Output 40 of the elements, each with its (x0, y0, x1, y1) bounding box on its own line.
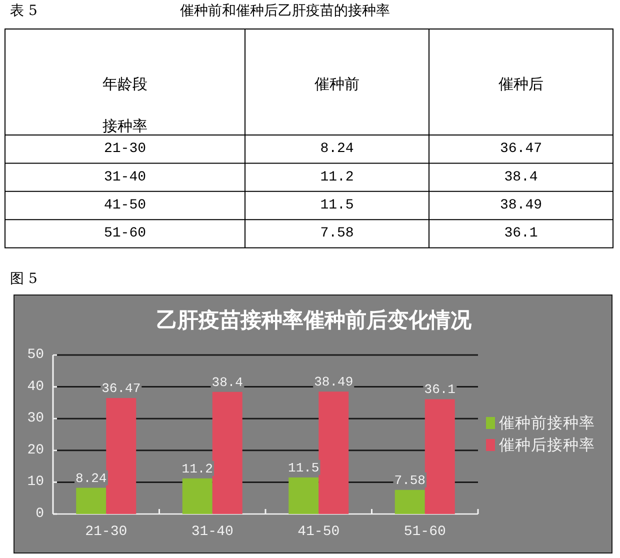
data-label: 38.49 (314, 374, 354, 390)
xtick: 51-60 (404, 524, 446, 540)
row-label: 41-50 (104, 198, 146, 214)
data-label: 11.2 (182, 460, 213, 476)
data-label: 36.1 (424, 382, 456, 397)
xtick: 21-30 (85, 524, 128, 540)
cell: 11.2 (320, 169, 354, 186)
ytick: 0 (36, 506, 44, 522)
ytick: 50 (27, 347, 44, 363)
title: 乙肝疫苗接种率催种前后变化情况 (156, 306, 472, 332)
xtick: 41-50 (298, 524, 340, 540)
row-label: 51-60 (104, 226, 146, 242)
ytick: 10 (27, 474, 44, 490)
cell: 7.58 (320, 226, 354, 242)
ytick: 40 (27, 378, 44, 395)
legend-label: 催种后接种率 (499, 436, 595, 454)
cell: 38.49 (500, 198, 542, 214)
cell: 11.5 (320, 198, 354, 214)
row-header: 年龄段 (102, 75, 148, 93)
legend-label: 催种前接种率 (499, 414, 595, 432)
cell: 36.1 (504, 226, 538, 242)
ytick: 30 (27, 410, 44, 427)
cell: 36.47 (500, 141, 542, 158)
data-label: 7.58 (394, 472, 426, 488)
data-label: 38.4 (212, 374, 243, 390)
data-label: 8.24 (76, 470, 107, 486)
title: 催种前和催种后乙肝疫苗的接种率 (180, 3, 390, 19)
xtick: 31-40 (191, 524, 234, 540)
cell: 38.4 (504, 169, 538, 186)
row-label: 31-40 (104, 169, 146, 186)
ytick: 20 (27, 442, 44, 458)
data-label: 36.47 (102, 380, 141, 396)
row-label: 21-30 (104, 141, 146, 158)
data-label: 11.5 (288, 460, 320, 475)
value-header: 接种率 (102, 117, 148, 135)
annotation: 表 5 (10, 3, 38, 19)
column-header: 催种前 (314, 75, 360, 93)
column-header: 催种后 (498, 75, 544, 93)
annotation: 图 5 (10, 271, 38, 287)
cell: 8.24 (320, 141, 354, 158)
